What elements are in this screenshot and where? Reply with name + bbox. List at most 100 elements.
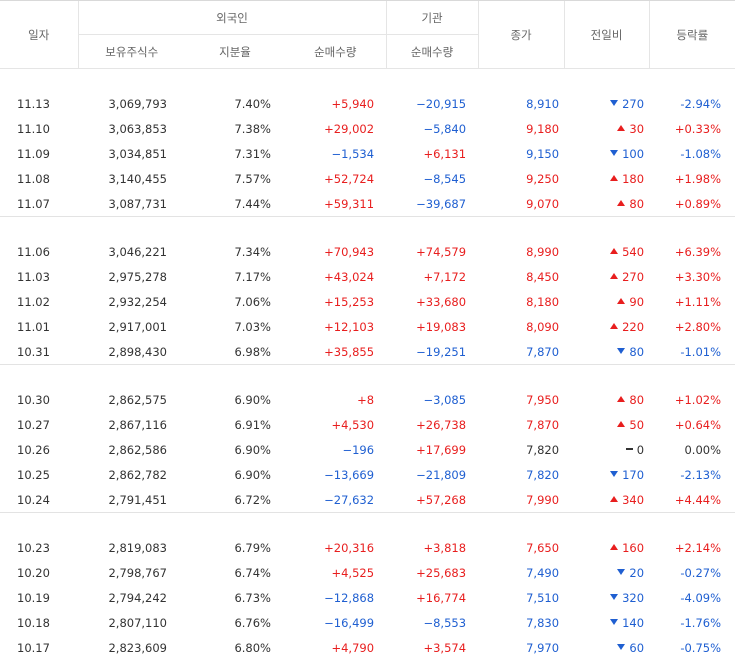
rate-cell: +3.30% <box>674 269 722 284</box>
change-cell: 30 <box>564 116 649 141</box>
close-cell: 8,090 <box>526 319 560 334</box>
triangle-up-icon <box>610 273 619 279</box>
inst-net-cell: +7,172 <box>423 269 467 284</box>
table-row: 10.20 2,798,767 6.74% +4,525 +25,683 7,490 20 -… <box>0 560 735 585</box>
date-cell: 10.17 <box>17 640 50 655</box>
date-cell: 11.08 <box>17 171 50 186</box>
foreign-net-cell: −27,632 <box>285 487 387 513</box>
header-share: 지분율 <box>185 34 285 69</box>
change-value: 80 <box>629 392 645 407</box>
date-cell: 10.18 <box>17 615 50 630</box>
table-row: 10.27 2,867,116 6.91% +4,530 +26,738 7,870 50 +… <box>0 412 735 437</box>
header-change: 전일비 <box>563 0 650 69</box>
table-header: 일자 외국인 기관 종가 전일비 등락률 보유주식수 지분율 순매수량 순매수량 <box>0 0 735 69</box>
rate-cell: +2.14% <box>674 540 722 555</box>
close-cell: 7,990 <box>478 487 565 513</box>
share-cell: 6.73% <box>234 590 271 605</box>
share-cell: 6.90% <box>234 467 271 482</box>
holdings-cell: 2,862,586 <box>108 442 167 457</box>
triangle-down-icon <box>610 100 619 106</box>
triangle-down-icon <box>617 348 626 354</box>
inst-net-cell: −21,809 <box>416 467 467 482</box>
triangle-up-icon <box>610 496 619 502</box>
date-cell: 10.20 <box>17 565 50 580</box>
holdings-cell: 3,087,731 <box>78 191 185 217</box>
table-row: 11.13 3,069,793 7.40% +5,940 −20,915 8,910 270… <box>0 91 735 116</box>
change-value: 60 <box>629 640 645 655</box>
triangle-up-icon <box>610 544 619 550</box>
foreign-net-cell: +70,943 <box>324 244 375 259</box>
date-cell: 10.24 <box>0 487 78 513</box>
foreign-net-cell: +43,024 <box>324 269 375 284</box>
change-cell: 540 <box>564 239 649 264</box>
date-cell: 10.27 <box>17 417 50 432</box>
header-institution: 기관 <box>385 0 479 35</box>
table-row: 11.03 2,975,278 7.17% +43,024 +7,172 8,450 270… <box>0 264 735 289</box>
date-cell: 11.02 <box>17 294 50 309</box>
share-cell: 6.76% <box>234 615 271 630</box>
date-cell: 11.01 <box>17 319 50 334</box>
change-value: 80 <box>629 196 645 211</box>
holdings-cell: 2,862,575 <box>108 392 167 407</box>
share-cell: 6.98% <box>185 339 285 365</box>
close-cell: 9,180 <box>526 121 560 136</box>
table-row: 11.06 3,046,221 7.34% +70,943 +74,579 8,990 54… <box>0 239 735 264</box>
triangle-down-icon <box>610 471 619 477</box>
share-cell: 6.74% <box>234 565 271 580</box>
inst-net-cell: −3,085 <box>423 392 467 407</box>
rate-cell: +2.80% <box>674 319 722 334</box>
date-cell: 11.03 <box>17 269 50 284</box>
foreign-net-cell: +52,724 <box>324 171 375 186</box>
inst-net-cell: +57,268 <box>386 487 479 513</box>
share-cell: 7.17% <box>234 269 271 284</box>
change-cell: 20 <box>564 560 649 585</box>
date-cell: 10.25 <box>17 467 50 482</box>
change-cell: 0 <box>564 437 649 462</box>
triangle-down-icon <box>617 569 626 575</box>
rate-cell: +1.98% <box>674 171 722 186</box>
inst-net-cell: −20,915 <box>416 96 467 111</box>
change-cell: 270 <box>564 264 649 289</box>
inst-net-cell: +74,579 <box>416 244 467 259</box>
table-row: 10.30 2,862,575 6.90% +8 −3,085 7,950 80 +1.02% <box>0 387 735 412</box>
change-value: 270 <box>622 269 645 284</box>
date-cell: 11.09 <box>17 146 50 161</box>
table-row: 11.09 3,034,851 7.31% −1,534 +6,131 9,150 100 -… <box>0 141 735 166</box>
inst-net-cell: +33,680 <box>416 294 467 309</box>
inst-net-cell: −8,553 <box>423 615 467 630</box>
table-row: 10.23 2,819,083 6.79% +20,316 +3,818 7,650 160… <box>0 535 735 560</box>
group-spacer <box>0 217 735 240</box>
inst-net-cell: +3,574 <box>423 640 467 655</box>
holdings-cell: 3,069,793 <box>108 96 167 111</box>
inst-net-cell: −39,687 <box>386 191 479 217</box>
rate-cell: -0.27% <box>680 565 722 580</box>
table-row: 11.02 2,932,254 7.06% +15,253 +33,680 8,180 90… <box>0 289 735 314</box>
change-cell: 80 <box>564 191 650 217</box>
triangle-up-icon <box>617 396 626 402</box>
share-cell: 6.79% <box>234 540 271 555</box>
group-spacer <box>0 69 735 92</box>
change-cell: 50 <box>564 412 649 437</box>
rate-cell: -4.09% <box>680 590 722 605</box>
rate-cell: +0.33% <box>674 121 722 136</box>
change-value: 0 <box>636 442 645 457</box>
foreign-net-cell: −16,499 <box>324 615 375 630</box>
change-cell: 270 <box>564 91 649 116</box>
holdings-cell: 3,063,853 <box>108 121 167 136</box>
holdings-cell: 3,034,851 <box>108 146 167 161</box>
header-foreign: 외국인 <box>77 0 387 35</box>
triangle-down-icon <box>610 150 619 156</box>
close-cell: 7,870 <box>526 417 560 432</box>
change-value: 140 <box>622 615 645 630</box>
inst-net-cell: +16,774 <box>416 590 467 605</box>
inst-net-cell: +26,738 <box>416 417 467 432</box>
close-cell: 9,150 <box>526 146 560 161</box>
foreign-net-cell: +59,311 <box>285 191 387 217</box>
holdings-cell: 2,791,451 <box>78 487 185 513</box>
change-value: 170 <box>622 467 645 482</box>
change-cell: 340 <box>564 487 650 513</box>
change-value: 340 <box>622 492 645 507</box>
date-cell: 10.31 <box>0 339 78 365</box>
change-value: 30 <box>629 121 645 136</box>
header-rate: 등락률 <box>648 0 735 69</box>
